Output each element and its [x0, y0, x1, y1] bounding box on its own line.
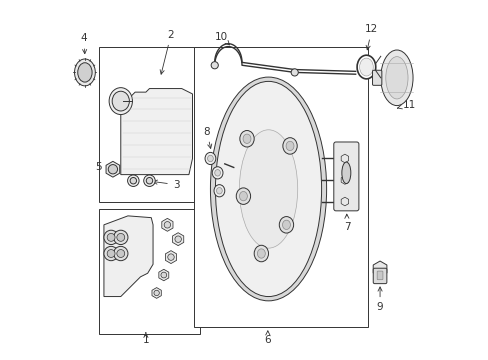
Ellipse shape — [210, 77, 326, 301]
Ellipse shape — [282, 220, 290, 229]
Ellipse shape — [285, 141, 293, 150]
Ellipse shape — [78, 63, 92, 82]
Ellipse shape — [239, 131, 254, 147]
Ellipse shape — [243, 134, 250, 143]
Ellipse shape — [74, 59, 95, 86]
Ellipse shape — [127, 175, 139, 186]
Text: 11: 11 — [397, 100, 415, 110]
Ellipse shape — [356, 55, 375, 79]
Bar — [194, 47, 367, 327]
Circle shape — [290, 69, 298, 76]
Text: 3: 3 — [153, 180, 179, 190]
Text: 5: 5 — [95, 162, 114, 172]
Text: 2: 2 — [160, 30, 174, 74]
Circle shape — [117, 233, 124, 241]
Bar — [99, 47, 199, 202]
Ellipse shape — [112, 91, 129, 111]
Ellipse shape — [341, 162, 350, 184]
Text: 7: 7 — [343, 214, 350, 231]
Text: 12: 12 — [365, 24, 378, 50]
Text: 8: 8 — [203, 127, 211, 148]
Ellipse shape — [257, 249, 265, 258]
Circle shape — [113, 230, 128, 244]
Text: 4: 4 — [81, 33, 87, 54]
Circle shape — [113, 246, 128, 261]
Ellipse shape — [282, 138, 297, 154]
Ellipse shape — [214, 170, 220, 176]
Text: 10: 10 — [214, 32, 229, 45]
Ellipse shape — [236, 188, 250, 204]
Polygon shape — [104, 216, 153, 297]
FancyBboxPatch shape — [333, 142, 358, 211]
Ellipse shape — [216, 188, 222, 194]
Text: 6: 6 — [264, 331, 270, 345]
Circle shape — [104, 230, 118, 244]
Ellipse shape — [380, 50, 412, 105]
Circle shape — [107, 233, 115, 241]
Ellipse shape — [239, 192, 247, 201]
Circle shape — [107, 249, 115, 257]
Ellipse shape — [212, 167, 223, 179]
FancyBboxPatch shape — [376, 271, 382, 280]
Ellipse shape — [146, 177, 152, 184]
Ellipse shape — [214, 185, 224, 197]
Circle shape — [167, 254, 174, 260]
Polygon shape — [121, 89, 192, 175]
Ellipse shape — [204, 152, 215, 165]
Text: 9: 9 — [376, 287, 383, 312]
Ellipse shape — [359, 58, 372, 76]
Ellipse shape — [385, 57, 407, 99]
Ellipse shape — [254, 245, 268, 262]
FancyBboxPatch shape — [372, 268, 386, 284]
Ellipse shape — [239, 130, 297, 248]
Ellipse shape — [279, 217, 293, 233]
Ellipse shape — [130, 177, 136, 184]
Circle shape — [161, 272, 166, 278]
Circle shape — [104, 246, 118, 261]
Circle shape — [164, 222, 170, 228]
Circle shape — [154, 290, 159, 296]
Text: 1: 1 — [142, 333, 149, 345]
Ellipse shape — [143, 175, 155, 186]
Ellipse shape — [109, 87, 132, 114]
Ellipse shape — [215, 81, 321, 297]
Circle shape — [108, 165, 117, 174]
Bar — [99, 209, 199, 334]
Circle shape — [175, 236, 181, 242]
FancyBboxPatch shape — [372, 70, 381, 85]
Circle shape — [117, 249, 124, 257]
Circle shape — [211, 62, 218, 69]
Ellipse shape — [207, 155, 213, 162]
